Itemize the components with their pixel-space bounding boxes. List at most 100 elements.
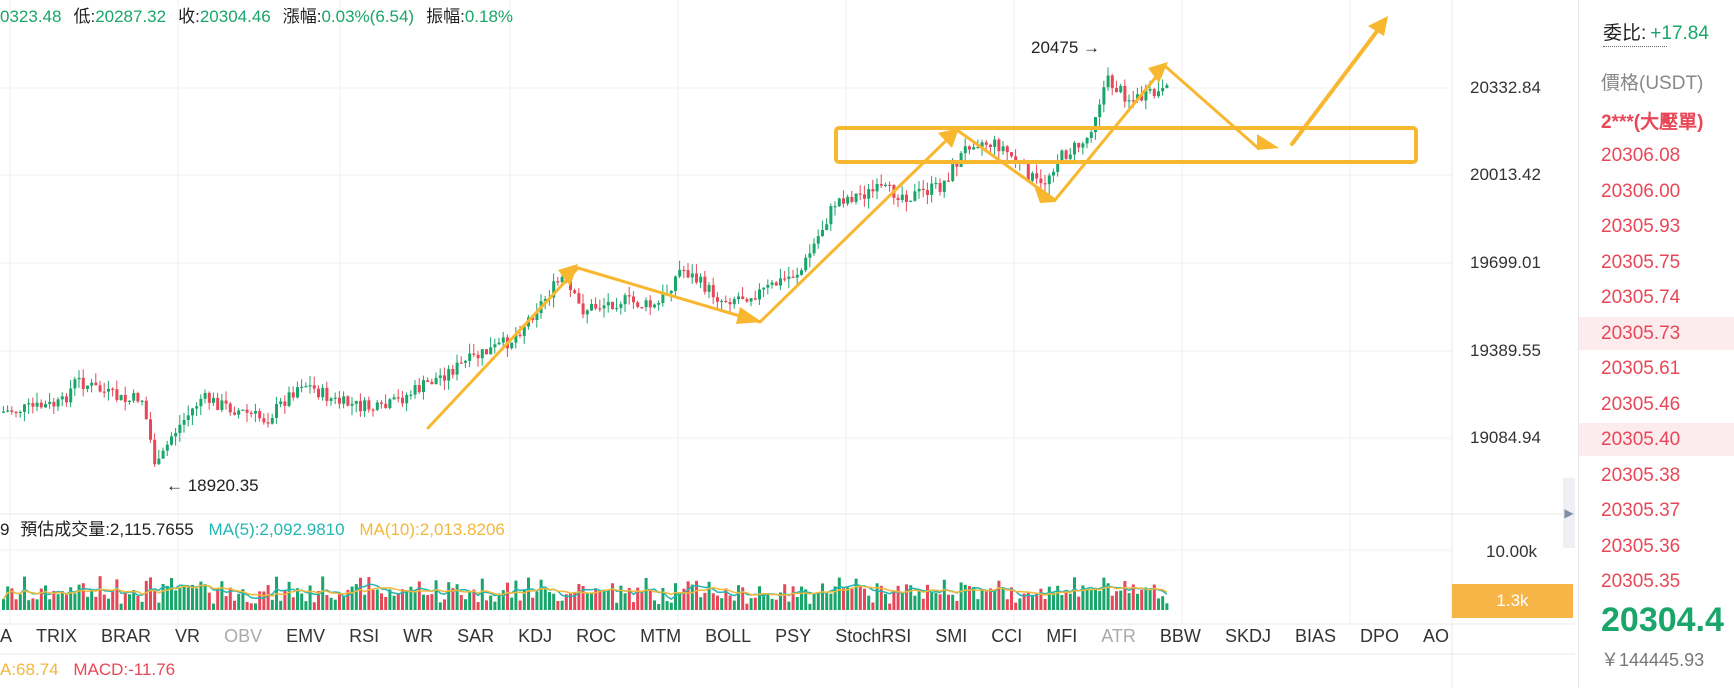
volume-bar	[951, 594, 955, 610]
candle-body	[812, 243, 816, 254]
indicator-tab[interactable]: WR	[403, 626, 434, 646]
volume-bar	[653, 600, 656, 610]
indicator-tab[interactable]: TRIX	[36, 626, 78, 646]
volume-bar	[1018, 598, 1022, 610]
candle-body	[900, 194, 904, 201]
ask-price-row[interactable]: 20305.40	[1579, 423, 1734, 456]
volume-bar	[438, 602, 442, 610]
candle-body	[522, 326, 526, 336]
volume-bar	[917, 590, 921, 610]
price-axis-label: 19389.55	[1470, 341, 1541, 360]
candle-body	[220, 400, 224, 410]
collapse-sidebar-button[interactable]: ▶	[1563, 478, 1575, 548]
ask-price-row[interactable]: 20305.36	[1601, 535, 1681, 557]
indicator-tab[interactable]: DPO	[1359, 626, 1399, 646]
candle-body	[640, 306, 644, 309]
volume-ma10: MA(10):2,013.8206	[359, 520, 505, 539]
volume-bar	[199, 581, 203, 610]
change-label: 漲幅:	[282, 7, 322, 26]
volume-bar	[854, 578, 858, 610]
indicator-tab[interactable]: StochRSI	[835, 626, 912, 646]
candle-body	[846, 196, 850, 204]
volume-bar	[363, 594, 367, 610]
volume-bar	[1022, 593, 1026, 610]
ask-price-row[interactable]: 20305.37	[1601, 500, 1681, 521]
indicator-tab[interactable]: BOLL	[705, 626, 752, 646]
volume-bar	[560, 600, 564, 610]
indicator-tabs: A TRIX BRAR VR OBV EMV RSI WR SAR KDJ ROC MTM BOLL PS…	[0, 626, 1473, 652]
volume-bar	[2, 599, 5, 610]
volume-bar	[191, 584, 194, 610]
indicator-tab[interactable]: SKDJ	[1224, 626, 1271, 646]
ask-price-row[interactable]: 20305.73	[1579, 316, 1734, 350]
candle-body	[6, 410, 10, 412]
indicator-tab[interactable]: CCI	[991, 626, 1023, 646]
volume-bar	[77, 584, 81, 610]
candle-body	[779, 278, 782, 286]
candle-body	[81, 377, 85, 389]
candle-body	[590, 303, 593, 311]
ask-price-row[interactable]: 20305.61	[1601, 358, 1681, 379]
candle-body	[980, 142, 984, 148]
indicator-tab[interactable]: AO	[1423, 626, 1450, 646]
indicator-tab[interactable]: ROC	[576, 626, 617, 646]
indicator-tab[interactable]: ATR	[1101, 626, 1136, 646]
volume-bar	[472, 589, 476, 610]
indicator-tab[interactable]: SAR	[457, 626, 495, 646]
indicator-tab[interactable]: RSI	[349, 626, 380, 646]
volume-bar	[123, 593, 127, 610]
indicator-tab[interactable]: KDJ	[518, 626, 553, 646]
volume-bar	[426, 594, 430, 610]
indicator-tab[interactable]: EMV	[286, 626, 326, 646]
volume-bar	[783, 584, 787, 610]
indicator-tab[interactable]: PSY	[775, 626, 812, 646]
volume-bar	[573, 592, 577, 610]
indicator-tab[interactable]: OBV	[224, 626, 263, 646]
indicator-tab[interactable]: BIAS	[1294, 626, 1336, 646]
ask-price-row[interactable]: 20305.46	[1601, 393, 1681, 415]
volume-info: 9 預估成交量:2,115.7655 MA(5):2,092.9810 MA(1…	[0, 517, 505, 543]
indicator-tab[interactable]: VR	[175, 626, 201, 646]
ask-price-row[interactable]: 20305.74	[1601, 287, 1681, 308]
candle-body	[682, 269, 686, 272]
candle-body	[333, 397, 337, 399]
indicator-tab[interactable]: BBW	[1159, 626, 1201, 646]
volume-bar	[682, 588, 686, 610]
volume-bar	[14, 599, 18, 610]
volume-bar	[388, 589, 392, 610]
volume-bar	[228, 587, 232, 610]
volume-bar	[531, 597, 535, 610]
volume-bar	[724, 588, 728, 610]
volume-bar	[1047, 586, 1051, 610]
volume-bar	[489, 595, 493, 610]
volume-bar	[258, 591, 262, 610]
candle-body	[367, 400, 371, 410]
volume-bar	[615, 602, 619, 610]
ask-price-row[interactable]: 20305.35	[1601, 571, 1681, 592]
candle-body	[678, 269, 682, 277]
kline-chart-svg[interactable]	[0, 0, 1575, 688]
ask-price-row[interactable]: 20305.75	[1601, 251, 1681, 273]
ask-price-row[interactable]: 20306.00	[1601, 180, 1681, 202]
indicator-tab[interactable]: MTM	[640, 626, 682, 646]
volume-bar	[165, 585, 169, 610]
candle-body	[1043, 183, 1047, 185]
candle-body	[459, 362, 463, 364]
change-value: 0.03%(6.54)	[321, 7, 415, 26]
macd-a-value: A:68.74	[0, 660, 59, 679]
indicator-tab[interactable]: MFI	[1046, 626, 1078, 646]
indicator-tab[interactable]: A	[0, 626, 13, 646]
ask-price-row[interactable]: 20305.93	[1601, 216, 1681, 237]
ask-price-row[interactable]: 20305.38	[1601, 464, 1681, 486]
candle-body	[531, 317, 535, 321]
candle-body	[426, 380, 430, 382]
kline-chart-area[interactable]	[0, 0, 1575, 688]
candle-body	[707, 285, 711, 292]
indicator-tab[interactable]: SMI	[935, 626, 968, 646]
trend-drawings[interactable]	[426, 20, 1418, 430]
indicator-tab[interactable]: BRAR	[101, 626, 152, 646]
volume-bar	[56, 594, 60, 610]
candle-body	[615, 307, 619, 310]
ask-price-row[interactable]: 20306.08	[1601, 145, 1681, 166]
volume-bar	[879, 585, 883, 610]
